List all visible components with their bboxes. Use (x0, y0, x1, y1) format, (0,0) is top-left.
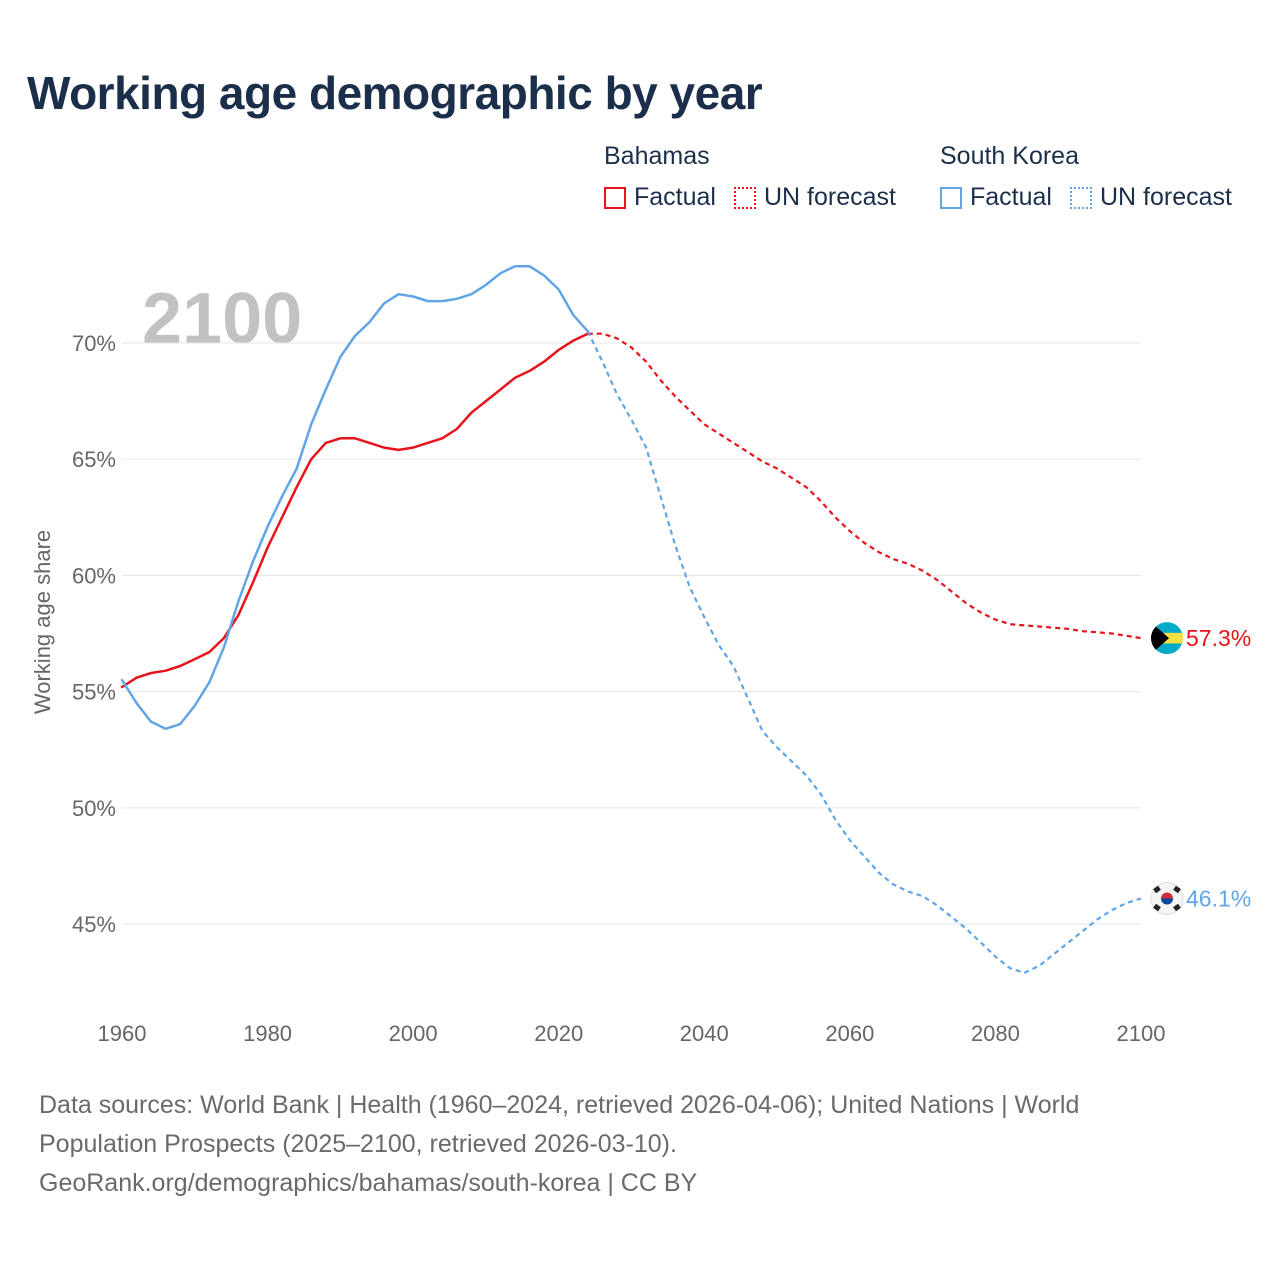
y-tick-label: 60% (72, 563, 116, 588)
legend-label: UN forecast (1099, 183, 1232, 211)
end-value-label-south-korea: 46.1% (1186, 885, 1251, 911)
footer-line-1: Data sources: World Bank | Health (1960–… (39, 1091, 1080, 1119)
y-tick-label: 55% (72, 680, 116, 705)
x-tick-label: 2100 (1117, 1021, 1166, 1046)
legend-swatch-dotted (1069, 186, 1092, 209)
series-line-south-korea-factual (120, 265, 590, 731)
end-value-label-bahamas: 57.3% (1186, 625, 1251, 651)
bahamas-flag-icon (1151, 622, 1183, 655)
flag-body (1151, 622, 1183, 655)
chart-title: Working age demographic by year (27, 67, 763, 119)
legend-label: UN forecast (763, 183, 896, 211)
flag-trigram (1153, 903, 1161, 912)
x-tick-label: 2040 (680, 1021, 729, 1046)
legend-item-south-korea-forecast[interactable]: UN forecast (1069, 183, 1232, 212)
footer-sources: Data sources: World Bank | Health (1960–… (39, 1086, 1219, 1203)
series-line-south-korea-forecast (586, 330, 1142, 974)
y-tick-label: 50% (72, 796, 116, 821)
south-korea-flag-icon (1150, 881, 1184, 915)
legend-group-bahamas: Bahamas Factual UN forecast (604, 142, 914, 212)
legend-item-south-korea-factual[interactable]: Factual (940, 183, 1052, 212)
flag-trigram (1173, 903, 1181, 912)
year-watermark: 2100 (142, 279, 302, 359)
legend-swatch-dotted (733, 186, 756, 209)
y-tick-label: 70% (72, 331, 116, 356)
flag-taegeuk-blue (1161, 898, 1173, 905)
legend-group-name: South Korea (940, 142, 1079, 170)
x-tick-label: 2000 (389, 1021, 438, 1046)
legend-swatch-solid (940, 186, 962, 209)
footer-line-3[interactable]: GeoRank.org/demographics/bahamas/south-k… (39, 1169, 698, 1197)
flag-taegeuk-red (1161, 892, 1173, 899)
y-axis-label: Working age share (30, 530, 55, 714)
legend-swatch-solid (604, 186, 626, 209)
series-line-bahamas-factual (120, 332, 590, 689)
legend-group-south-korea: South Korea Factual UN forecast (940, 142, 1250, 212)
legend-label: Factual (634, 183, 716, 211)
legend-group-name: Bahamas (604, 142, 710, 170)
legend-item-bahamas-forecast[interactable]: UN forecast (733, 183, 896, 212)
y-tick-label: 45% (72, 912, 116, 937)
flag-black-triangle (1151, 622, 1169, 655)
x-tick-label: 1960 (98, 1021, 147, 1046)
x-tick-label: 1980 (243, 1021, 292, 1046)
y-tick-label: 65% (72, 447, 116, 472)
footer-line-2: Population Prospects (2025–2100, retriev… (39, 1130, 677, 1158)
x-tick-label: 2020 (534, 1021, 583, 1046)
series-line-bahamas-forecast (587, 332, 1142, 640)
x-tick-label: 2080 (971, 1021, 1020, 1046)
legend-label: Factual (970, 183, 1052, 211)
x-tick-label: 2060 (825, 1021, 874, 1046)
line-chart: 2100 45% 50% 55% 60% 65% 70% 1960 1980 2000 2020 20… (30, 265, 1251, 1046)
flag-trigram (1153, 885, 1161, 894)
flag-trigram (1173, 885, 1181, 894)
legend-item-bahamas-factual[interactable]: Factual (604, 183, 716, 212)
